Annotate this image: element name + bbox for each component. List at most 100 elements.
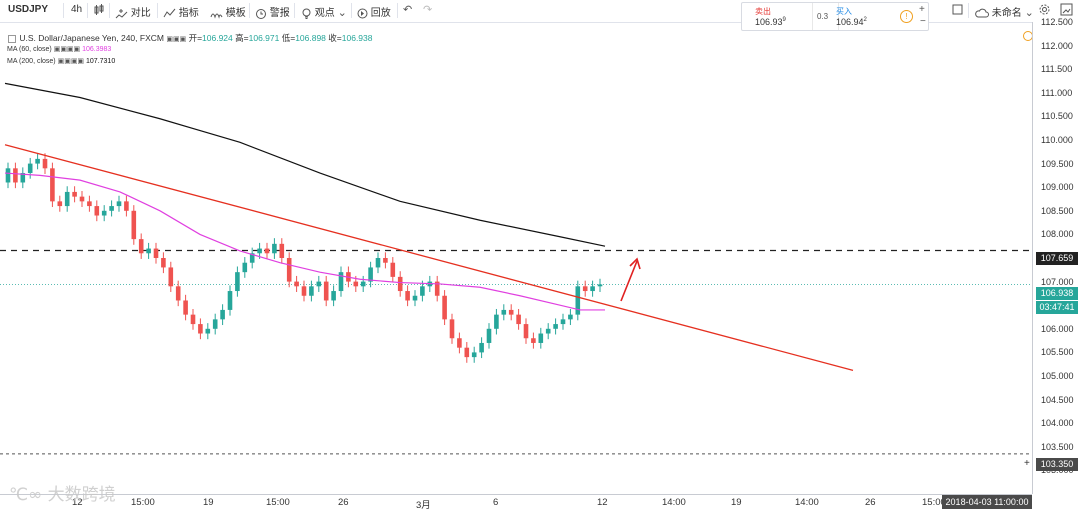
time-axis[interactable] xyxy=(0,494,1032,510)
candle-body xyxy=(227,291,233,310)
divider xyxy=(351,3,352,18)
candle-body xyxy=(205,328,211,334)
time-tick-label: 12 xyxy=(72,497,83,508)
chevron-down-icon: ⌄ xyxy=(337,7,347,19)
divider xyxy=(968,3,969,18)
divider xyxy=(87,3,88,18)
candle-body xyxy=(397,276,403,292)
bar-countdown-label: 03:47:41 xyxy=(1036,301,1078,314)
candle-body xyxy=(161,258,166,268)
sell-button[interactable]: 卖出 106.939 xyxy=(742,3,813,30)
price-tick-label: 104.000 xyxy=(1041,418,1074,429)
ideas-button[interactable]: 观点 ⌄ xyxy=(301,4,347,19)
candle-body xyxy=(124,201,129,211)
fullscreen-toggle[interactable] xyxy=(952,4,963,15)
candle-body xyxy=(109,206,114,211)
buy-button[interactable]: 买入 106.942 xyxy=(836,3,897,30)
symbol-search[interactable]: USDJPY xyxy=(8,4,49,15)
undo-icon[interactable]: ↶ xyxy=(403,4,413,16)
candle-body xyxy=(279,243,285,258)
candle-body xyxy=(57,201,63,207)
candle-body xyxy=(168,267,174,287)
candle-body xyxy=(294,281,299,287)
minus-icon[interactable]: − xyxy=(920,16,926,27)
info-icon[interactable]: ! xyxy=(900,10,913,23)
ma60-value: 106.3983 xyxy=(82,46,112,53)
plus-icon[interactable]: + xyxy=(919,4,925,15)
candle-body xyxy=(457,338,462,348)
candle-style-icon[interactable] xyxy=(93,4,105,16)
templates-button[interactable]: 模板 xyxy=(210,4,246,19)
time-tick-label: 19 xyxy=(203,497,214,508)
candle-body xyxy=(190,314,196,325)
legend-actions-icon[interactable]: ▣▣▣▣ xyxy=(57,58,85,65)
price-chart[interactable] xyxy=(0,22,1032,494)
alert-button[interactable]: 警报 xyxy=(255,4,290,19)
lightbulb-icon xyxy=(302,8,311,19)
add-level-plus-icon[interactable]: + xyxy=(1024,458,1030,469)
price-tick-label: 107.000 xyxy=(1041,276,1074,287)
compare-button[interactable]: 对比 xyxy=(115,4,151,19)
open-label: 开= xyxy=(188,33,203,43)
redo-icon[interactable]: ↷ xyxy=(423,4,433,16)
current-price-label: 106.938 xyxy=(1036,287,1078,300)
time-tick-label: 26 xyxy=(338,497,349,508)
legend-actions-icon[interactable]: ▣▣▣ xyxy=(166,36,187,43)
candle-body xyxy=(116,201,122,207)
candle-body xyxy=(442,295,447,320)
candle-body xyxy=(35,158,40,164)
collapse-icon[interactable] xyxy=(8,34,16,43)
sell-price: 106.93 xyxy=(755,17,783,27)
candle-body xyxy=(560,319,566,325)
time-tick-label: 15:00 xyxy=(266,497,290,508)
watermark-logo: ℃∞ 大数跨境 xyxy=(9,480,116,505)
candle-body xyxy=(79,196,85,202)
candle-body xyxy=(360,281,366,287)
time-tick-label: 12 xyxy=(597,497,608,508)
time-tick-label: 26 xyxy=(865,497,876,508)
candle-body xyxy=(420,286,425,296)
candle-body xyxy=(545,328,551,334)
low-label: 低= xyxy=(281,33,296,43)
watermark-text: 大数跨境 xyxy=(47,485,116,505)
buy-price-pip: 2 xyxy=(863,17,867,23)
candle-body xyxy=(286,258,292,282)
compare-icon xyxy=(115,8,128,19)
settings-gear-icon[interactable] xyxy=(1038,3,1051,16)
candle-body xyxy=(323,281,329,301)
replay-button[interactable]: 回放 xyxy=(357,4,391,19)
open-value: 106.924 xyxy=(202,33,233,43)
candle-body xyxy=(338,272,344,292)
ma200-legend[interactable]: MA (200, close) ▣▣▣▣ 107.7310 xyxy=(7,57,115,65)
square-icon xyxy=(952,4,963,15)
candle-body xyxy=(87,201,92,207)
price-tick-label: 110.000 xyxy=(1041,135,1073,145)
price-tick-label: 103.500 xyxy=(1041,441,1074,452)
ma60-legend[interactable]: MA (60, close) ▣▣▣▣ 106.3983 xyxy=(7,45,111,53)
interval-selector[interactable]: 4h xyxy=(71,4,83,15)
candle-body xyxy=(486,328,492,343)
legend-actions-icon[interactable]: ▣▣▣▣ xyxy=(53,46,81,53)
high-value: 106.971 xyxy=(248,33,280,43)
candle-body xyxy=(20,173,26,183)
indicators-button[interactable]: 指标 xyxy=(163,4,199,19)
ma200-line xyxy=(4,82,606,247)
spread-value: 0.3 xyxy=(817,12,829,21)
cursor-date-label: 2018-04-03 11:00:00 xyxy=(942,495,1032,509)
ma200-name: MA (200, close) xyxy=(7,58,56,65)
watermark-icon: ℃∞ xyxy=(9,485,43,505)
price-tick-label: 111.000 xyxy=(1041,87,1073,98)
candle-body xyxy=(434,281,440,296)
price-tick-label: 105.000 xyxy=(1041,371,1074,381)
layout-save-button[interactable]: 未命名 ⌄ xyxy=(975,4,1034,19)
candle-body xyxy=(405,291,410,301)
candle-body xyxy=(272,243,277,254)
price-tick-label: 105.500 xyxy=(1041,347,1074,358)
time-tick-label: 14:00 xyxy=(662,497,686,508)
cloud-icon xyxy=(975,9,989,18)
alert-clock-icon xyxy=(256,8,266,19)
snapshot-icon[interactable] xyxy=(1060,3,1073,16)
candle-body xyxy=(449,319,455,339)
candle-body xyxy=(309,286,314,296)
sell-price-pip: 9 xyxy=(782,17,786,23)
